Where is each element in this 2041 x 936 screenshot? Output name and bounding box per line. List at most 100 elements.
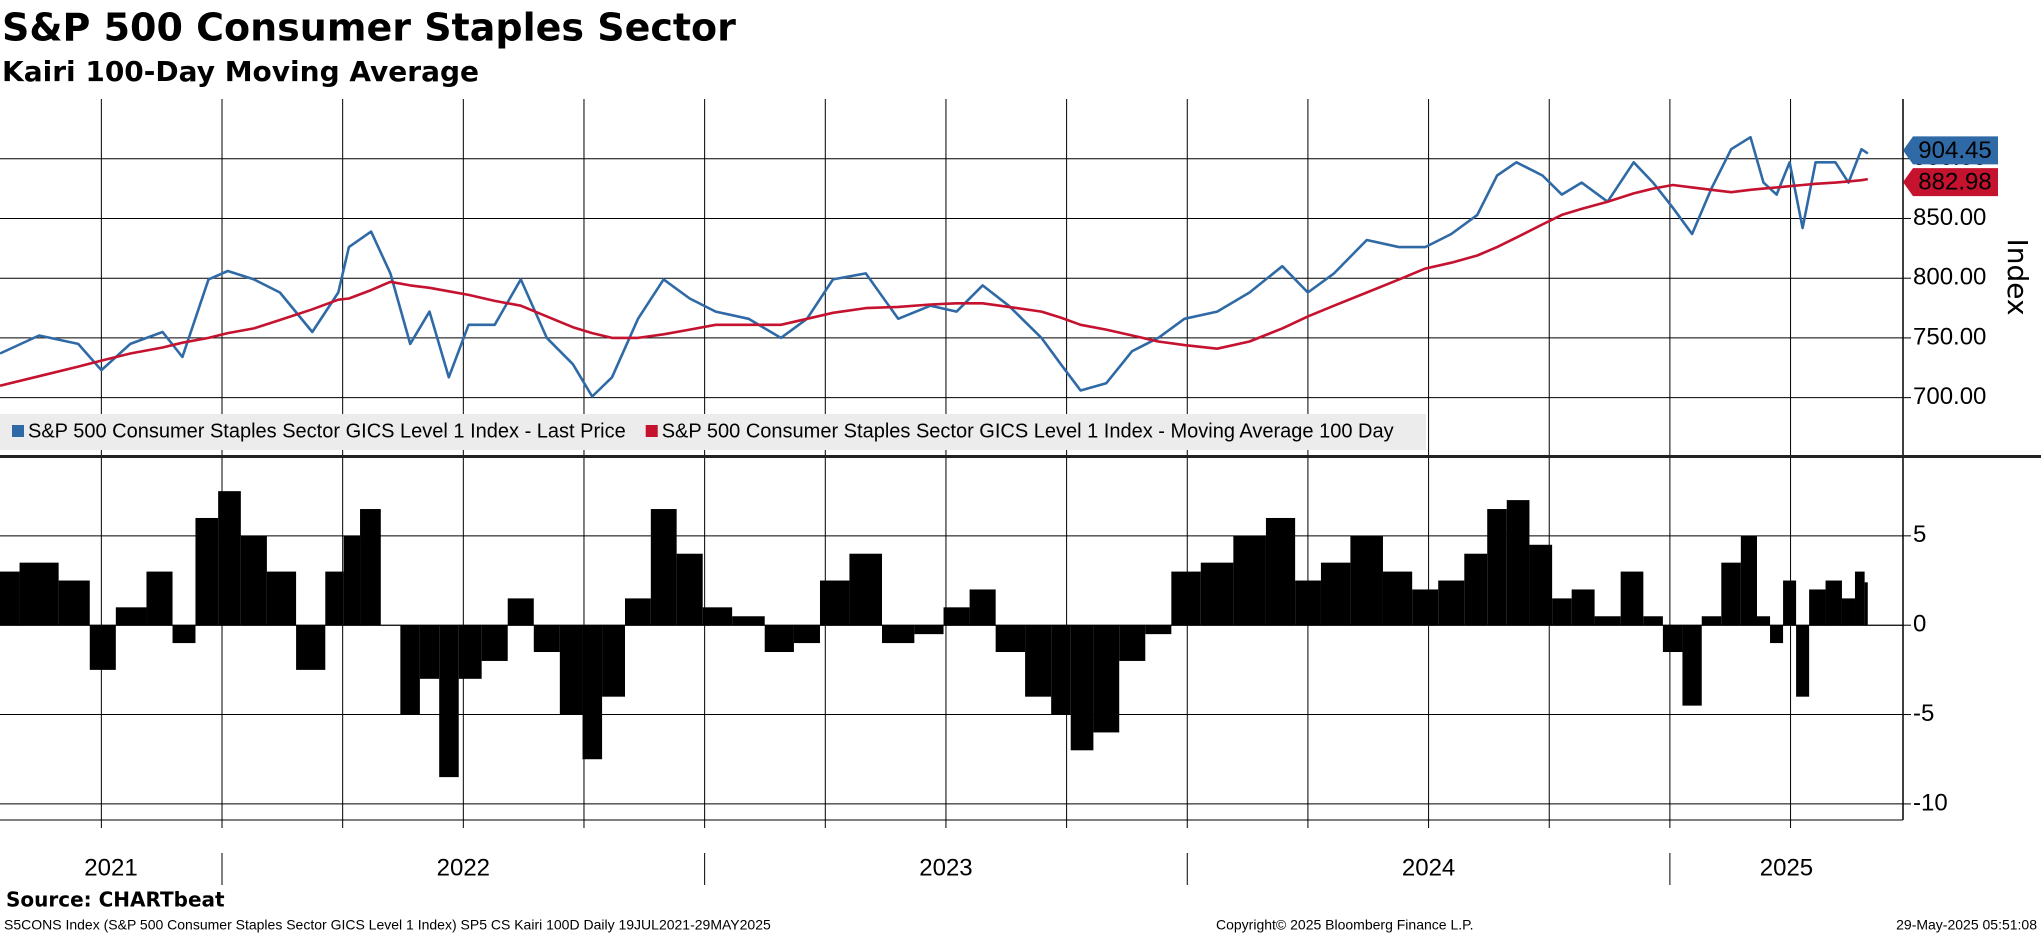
bar (914, 625, 944, 635)
footer-left: S5CONS Index (S&P 500 Consumer Staples S… (4, 917, 771, 933)
bar (240, 535, 267, 626)
y-tick-label: -5 (1913, 700, 1934, 727)
bar (1701, 616, 1722, 626)
chart-subtitle: Kairi 100-Day Moving Average (2, 55, 479, 88)
bar (1171, 571, 1201, 626)
bar (1571, 589, 1595, 626)
x-tick-label: 2022 (437, 854, 490, 881)
bar (89, 625, 116, 670)
bar (1350, 535, 1383, 626)
bar (1841, 598, 1855, 626)
last-value-box (1903, 136, 1998, 165)
bar (1025, 625, 1052, 697)
bar (819, 580, 850, 626)
panel-separator (0, 455, 2041, 458)
bar (1770, 625, 1784, 644)
bar (360, 509, 381, 626)
bar (146, 571, 173, 626)
bar (764, 625, 794, 653)
bar (582, 625, 603, 760)
bar (1265, 517, 1296, 626)
bar (115, 607, 147, 626)
bar (58, 580, 90, 626)
bar (507, 598, 534, 626)
bar (1662, 625, 1683, 653)
line-series (0, 135, 1869, 398)
bar (1200, 562, 1234, 626)
bar (266, 571, 297, 626)
footer-right: 29-May-2025 05:51:08 (1896, 917, 2037, 933)
source: Source: CHARTbeat (6, 888, 225, 912)
bar (1721, 562, 1741, 626)
bar (1412, 589, 1439, 626)
bar (458, 625, 482, 679)
bar (325, 571, 344, 626)
y-tick-label: 800.00 (1913, 264, 1986, 291)
bar (1783, 580, 1797, 626)
bar (439, 625, 459, 778)
legend-swatch (12, 425, 24, 437)
legend-label: S&P 500 Consumer Staples Sector GICS Lev… (662, 420, 1394, 442)
y-tick-label: 850.00 (1913, 204, 1986, 231)
y-axis-label: Index (2001, 238, 2034, 315)
bar (400, 625, 420, 715)
x-tick-label: 2023 (919, 854, 972, 881)
legend-label: S&P 500 Consumer Staples Sector GICS Lev… (28, 420, 626, 442)
x-tick-label: 2021 (84, 854, 137, 881)
bar (1825, 580, 1842, 626)
legend-swatch (645, 425, 658, 437)
bar (1620, 571, 1644, 626)
bar (172, 625, 196, 644)
bar (943, 607, 970, 626)
bar (1809, 589, 1826, 626)
bar (1487, 509, 1507, 626)
bar (1070, 625, 1094, 751)
bar (732, 616, 765, 626)
bar (1464, 553, 1488, 626)
bar (195, 517, 219, 626)
bar (1854, 571, 1865, 626)
bar (1051, 625, 1071, 715)
chart-title: S&P 500 Consumer Staples Sector (2, 6, 736, 50)
last-value-box (1903, 168, 1998, 197)
bar (625, 598, 651, 626)
bar (1145, 625, 1172, 635)
y-tick-label: 5 (1913, 521, 1926, 548)
y-tick-label: 700.00 (1913, 383, 1986, 410)
bar (1552, 598, 1572, 626)
y-tick-label: 750.00 (1913, 323, 1986, 350)
bar (882, 625, 915, 644)
bar (1506, 500, 1530, 626)
bar (296, 625, 326, 670)
bar (0, 571, 20, 626)
bar (481, 625, 508, 661)
bar (559, 625, 583, 715)
x-tick-label: 2025 (1760, 854, 1813, 881)
bar (1682, 625, 1702, 706)
bar (849, 553, 883, 626)
y-tick-label: 0 (1913, 611, 1926, 638)
bar (793, 625, 820, 644)
bar (702, 607, 733, 626)
legend-background (0, 414, 1426, 450)
bar (602, 625, 626, 697)
bar (343, 535, 361, 626)
bar (995, 625, 1026, 653)
bar (676, 553, 703, 626)
bar (650, 509, 677, 626)
bar (1740, 535, 1758, 626)
bar (1233, 535, 1266, 626)
last-value-label: 882.98 (1918, 168, 1991, 195)
bar (1295, 580, 1321, 626)
bar (1119, 625, 1146, 661)
bar (1382, 571, 1413, 626)
bar (19, 562, 59, 626)
bar (1796, 625, 1810, 697)
line-series (0, 177, 1869, 387)
y-tick-label: -10 (1913, 789, 1948, 816)
bar (1320, 562, 1351, 626)
bar (1093, 625, 1120, 733)
bar (1757, 616, 1771, 626)
bar (1529, 544, 1553, 626)
